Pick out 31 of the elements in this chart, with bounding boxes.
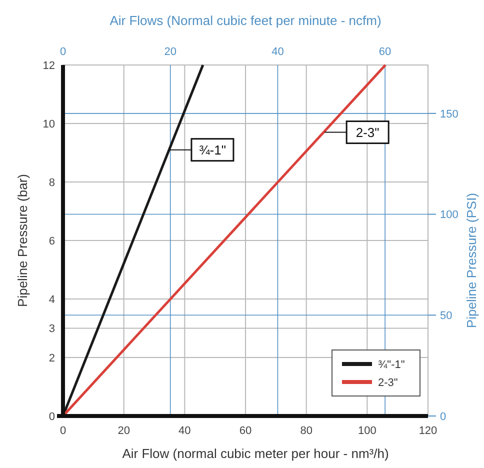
- x-tick-label: 80: [300, 425, 312, 437]
- y-tick-label: 3: [48, 323, 55, 336]
- y2-tick-label: 50: [440, 310, 452, 322]
- x-tick-label: 0: [60, 425, 66, 437]
- x2-tick-label: 60: [378, 46, 392, 58]
- x-tick-label: 60: [239, 425, 252, 437]
- annotation: 2-3": [356, 124, 380, 140]
- x2-tick-label: 0: [60, 46, 66, 58]
- y-tick-label: 2: [48, 352, 55, 364]
- y-tick-label: 12: [42, 60, 55, 72]
- y2-tick-label: 150: [440, 108, 458, 120]
- legend-label: 2-3": [378, 376, 398, 389]
- y-tick-label: 10: [42, 118, 55, 130]
- x-tick-label: 40: [178, 425, 191, 437]
- y-tick-label: 8: [48, 176, 55, 189]
- x2-tick-label: 40: [272, 46, 284, 58]
- y-tick-label: 0: [48, 410, 55, 423]
- x-tick-label: 100: [358, 425, 376, 437]
- y2-tick-label: 0: [440, 410, 446, 423]
- x-tick-label: 120: [418, 425, 438, 437]
- x-axis-title: Air Flow (normal cubic meter per hour - nm³/h): [122, 446, 389, 461]
- y2-axis-title: Pipeline Pressure (PSI): [464, 192, 479, 328]
- y-tick-label: 6: [48, 235, 55, 248]
- x-tick-label: 20: [118, 425, 130, 437]
- x2-tick-label: 20: [164, 46, 176, 58]
- annotation: ¾-1": [198, 142, 226, 158]
- y-tick-label: 4: [48, 294, 55, 306]
- y-axis-title: Pipeline Pressure (bar): [15, 174, 30, 307]
- legend-label: ¾"-1": [378, 358, 405, 371]
- y2-tick-label: 100: [440, 209, 458, 222]
- x2-axis-title: Air Flows (Normal cubic feet per minute - ncfm): [110, 13, 382, 28]
